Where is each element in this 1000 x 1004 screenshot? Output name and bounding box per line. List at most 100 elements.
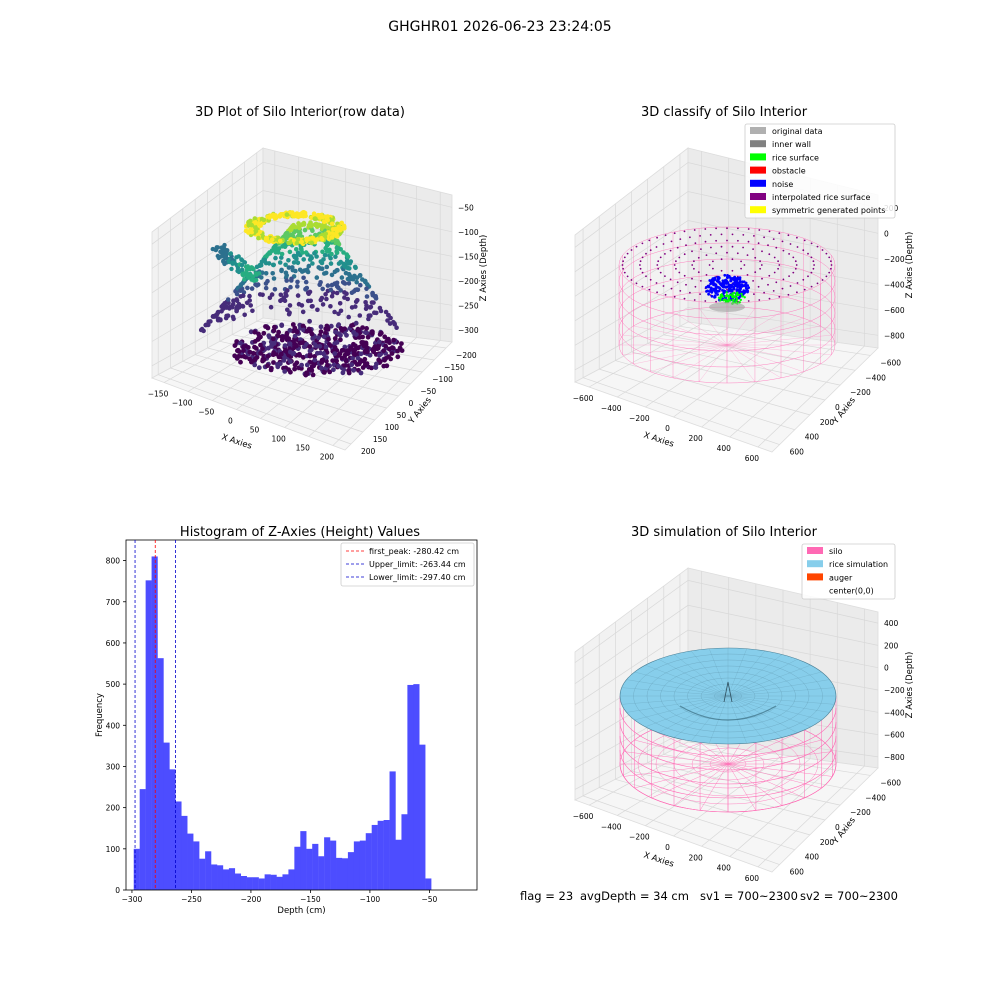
plot1-point [245,285,250,291]
plot1-point [336,363,341,369]
plot3-y-tick: 800 [106,557,121,566]
plot1-point [364,326,369,331]
plot1-point [346,281,352,286]
plot2-interp-point [726,239,728,242]
plot2-interp-point [759,260,761,263]
plot1-point [345,261,351,266]
plot4-y-tick: 0 [835,823,840,832]
plot1-point [318,365,324,371]
plot4-rice-mesh-spoke [727,695,822,721]
plot2-noise-point [732,282,735,286]
plot2-interp-point [720,269,723,272]
plot3-y-tick: 200 [106,804,121,813]
plot1-grid-y [195,354,387,409]
plot4-rice-mesh-spoke [727,695,830,713]
plot2-legend-swatch [750,140,766,148]
plot4-rice-mesh-spoke [658,659,729,697]
plot1-point [242,277,247,282]
plot2-interp-point [830,267,832,270]
plot2-interp-point [648,239,651,242]
plot3-x-tick: −150 [300,895,321,904]
plot1-point [258,350,263,356]
plot2-interp-point [789,285,792,287]
plot1-point [283,262,288,268]
plot1-point [232,343,238,348]
plot2-interp-point [704,228,707,230]
plot2-legend-label: original data [772,127,823,136]
plot2-legend-swatch [750,153,766,161]
plot1-point [336,261,342,266]
plot2-interp-point [768,297,771,300]
plot1-point [388,356,394,362]
plot2-interp-point [678,256,681,259]
plot2-noise-point [721,289,724,292]
plot1-point [287,341,293,347]
plot2-interp-point [657,267,660,270]
plot2-interp-point [736,252,739,255]
plot1-point [277,213,283,218]
plot1-point [308,353,313,359]
plot3-vlines [134,540,176,890]
plot2-interp-point [678,271,681,274]
plot1-point [339,275,345,280]
plot1-point [323,344,329,350]
plot4-grid-z [574,629,879,706]
plot2-silo-spoke [650,344,728,373]
plot1-point [363,348,369,354]
plot3-bar [282,874,289,890]
plot1-y-tick: −50 [420,387,436,396]
plot4-legend-label: silo [829,547,843,556]
plot2-interp-point [630,279,633,281]
plot1-point [282,242,288,247]
plot1-point [229,266,234,272]
plot1-point [236,353,242,359]
plot4-silo-spoke [727,729,805,765]
plot1-point [276,329,281,335]
plot2-interp-point [731,258,734,261]
plot2-noise-point [740,283,743,286]
plot1-point [249,229,255,235]
plot1-point [230,260,235,265]
plot2-interp-point [810,256,813,259]
plot3-bar [205,851,212,890]
plot4-silo-spoke [727,751,833,765]
plot1-point [261,217,267,223]
plot1-point [241,344,247,349]
plot1-point [307,318,312,324]
plot1-point [309,368,315,373]
plot3-bar [341,858,349,890]
plot3-axes-frame [125,539,478,891]
plot3-bar [318,856,325,890]
plot1-point [292,362,298,368]
plot1-point [286,265,292,270]
plot1-point [250,308,255,314]
plot1-point [310,261,315,266]
plot2-silo-spoke [726,344,821,365]
plot2-interp-point [635,282,638,285]
plot1-point [283,232,289,237]
plot4-center-auger-mark [723,681,733,703]
plot2-interp-point [821,249,824,251]
plot1-point [287,249,293,255]
plot2-interp-point [685,244,687,247]
plot4-rice-mesh-spoke [727,648,747,697]
plot2-noise-point [746,289,749,292]
plot4-grid-y [582,795,780,865]
plot2-legend-box [744,123,896,219]
plot1-point [372,294,378,300]
plot2-interp-point [830,260,832,263]
plot1-point [239,258,245,263]
plot2-interp-point [715,239,717,242]
plot2-legend-label: inner wall [772,140,811,149]
plot1-point [241,348,246,353]
plot2-interp-point [669,278,672,281]
plot1-y-tick: −200 [456,351,477,360]
plot1-point [289,276,294,282]
plot1-point [377,359,383,364]
plot2-interp-point [772,238,775,241]
plot-3d-classify: 3D classify of Silo Interior −600 −400 −200… [573,105,915,463]
plot4-rice-mesh-spoke [727,687,835,697]
plot2-x-tick: −600 [573,394,594,403]
plot3-bar [353,841,360,890]
plot3-bar [276,876,283,890]
